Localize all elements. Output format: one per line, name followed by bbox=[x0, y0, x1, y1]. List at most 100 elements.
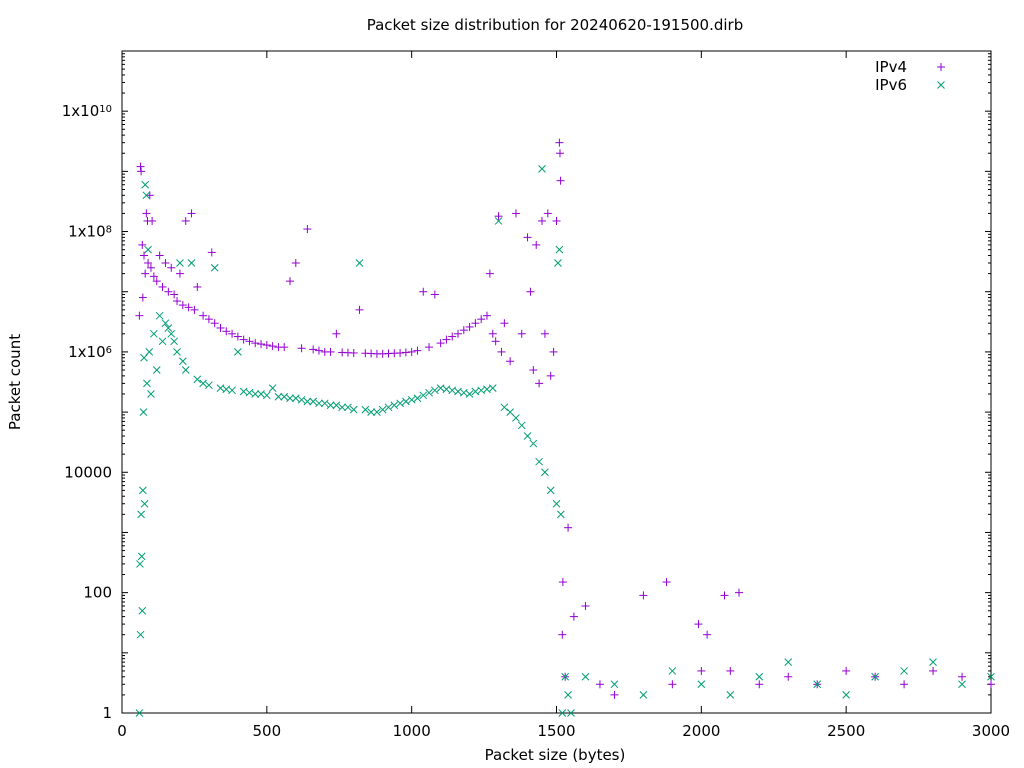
ipv4-point bbox=[199, 311, 208, 320]
ipv4-point bbox=[137, 167, 146, 176]
ipv6-point bbox=[556, 510, 565, 519]
ipv4-point bbox=[161, 259, 170, 268]
ipv6-point bbox=[378, 405, 387, 414]
plot-area-frame bbox=[121, 50, 992, 714]
ipv4-point bbox=[526, 287, 535, 296]
ipv6-point bbox=[564, 691, 572, 699]
ipv4-point bbox=[697, 666, 706, 675]
ipv4-point bbox=[257, 340, 266, 349]
ipv4-point bbox=[268, 342, 277, 351]
y-axis: 1 100 10000 1x106 1x108 1x1010 bbox=[62, 53, 991, 722]
ipv6-point bbox=[361, 405, 370, 414]
ipv6-point bbox=[546, 486, 555, 495]
ipv4-point bbox=[155, 251, 164, 260]
ipv4-point bbox=[173, 297, 182, 306]
ipv6-point bbox=[136, 630, 145, 639]
ipv4-point bbox=[291, 259, 300, 268]
ipv6-point bbox=[139, 486, 147, 495]
ipv6-point bbox=[355, 259, 364, 267]
y-tick-label: 100 bbox=[83, 584, 112, 602]
ipv6-point bbox=[158, 337, 167, 346]
ipv6-point bbox=[512, 414, 520, 422]
ipv6-point bbox=[459, 388, 468, 397]
ipv4-point bbox=[491, 337, 500, 346]
x-axis-label: Packet size (bytes) bbox=[485, 746, 626, 764]
x-tick-label: 3000 bbox=[972, 722, 1010, 740]
ipv6-point bbox=[257, 390, 265, 398]
ipv6-point bbox=[552, 499, 561, 508]
ipv4-point bbox=[558, 578, 567, 587]
ipv6-point bbox=[726, 691, 735, 699]
ipv4-point bbox=[326, 347, 335, 356]
ipv4-point bbox=[146, 263, 155, 272]
ipv4-point bbox=[595, 680, 604, 689]
ipv4-point bbox=[639, 591, 648, 600]
y-tick-label: 10000 bbox=[64, 463, 112, 481]
ipv6-point bbox=[210, 263, 219, 272]
ipv4-point bbox=[407, 347, 416, 356]
ipv4-point bbox=[488, 329, 497, 338]
ipv4-point bbox=[136, 162, 145, 171]
data-points bbox=[135, 138, 995, 717]
ipv6-point bbox=[145, 348, 154, 356]
ipv6-point bbox=[161, 319, 170, 328]
ipv6-point bbox=[303, 397, 312, 406]
ipv4-point bbox=[465, 322, 474, 331]
ipv4-point bbox=[245, 337, 254, 346]
ipv6-point bbox=[136, 560, 144, 568]
ipv6-point bbox=[500, 403, 509, 412]
ipv6-point bbox=[286, 394, 294, 403]
ipv4-point bbox=[184, 303, 193, 312]
ipv4-point bbox=[506, 357, 515, 366]
ipv6-point bbox=[813, 680, 822, 689]
ipv4-point bbox=[485, 269, 494, 278]
ipv6-point bbox=[755, 672, 764, 681]
ipv4-point bbox=[517, 329, 526, 338]
ipv4-point bbox=[187, 209, 196, 218]
ipv6-point bbox=[430, 386, 439, 395]
ipv4-point bbox=[222, 327, 231, 336]
ipv6-point bbox=[581, 672, 590, 681]
ipv4-point bbox=[555, 149, 564, 158]
ipv6-point bbox=[541, 468, 549, 477]
ipv4-point bbox=[309, 345, 318, 354]
y-axis-label: Packet count bbox=[6, 334, 24, 430]
x-axis: 0 500 1000 1500 2000 2500 3000 bbox=[117, 51, 1010, 740]
ipv4-point bbox=[396, 348, 405, 357]
ipv6-point bbox=[291, 394, 300, 403]
ipv6-point bbox=[697, 680, 706, 689]
ipv6-point bbox=[987, 672, 995, 681]
ipv4-point bbox=[204, 315, 213, 324]
ipv4-point bbox=[303, 225, 312, 234]
ipv4-point bbox=[703, 630, 712, 639]
y-tick-label: 1 bbox=[102, 704, 112, 722]
ipv6-point bbox=[137, 552, 146, 561]
ipv4-point bbox=[668, 680, 677, 689]
ipv4-point bbox=[436, 339, 445, 348]
ipv6-point bbox=[349, 405, 358, 414]
ipv4-point bbox=[419, 287, 428, 296]
ipv6-point bbox=[139, 408, 148, 416]
ipv4-point bbox=[135, 311, 144, 320]
ipv6-point bbox=[150, 329, 158, 338]
ipv6-point bbox=[315, 399, 323, 408]
ipv4-point bbox=[958, 672, 967, 681]
ipv6-point bbox=[413, 394, 422, 403]
x-tick-label: 2500 bbox=[827, 722, 865, 740]
ipv4-point bbox=[175, 269, 184, 278]
ipv6-point bbox=[390, 401, 399, 410]
ipv6-point bbox=[538, 165, 546, 173]
ipv6-point bbox=[373, 408, 381, 416]
ipv6-point bbox=[900, 667, 908, 675]
ipv6-point bbox=[535, 457, 543, 466]
ipv6-point bbox=[147, 390, 155, 398]
ipv4-point bbox=[523, 233, 532, 242]
x-tick-label: 500 bbox=[253, 722, 282, 740]
ipv4-point bbox=[459, 326, 468, 335]
ipv4-point bbox=[178, 301, 187, 310]
ipv4-point bbox=[929, 666, 938, 675]
ipv6-point bbox=[320, 399, 329, 408]
ipv6-point bbox=[152, 366, 161, 374]
ipv4-point bbox=[569, 612, 578, 621]
